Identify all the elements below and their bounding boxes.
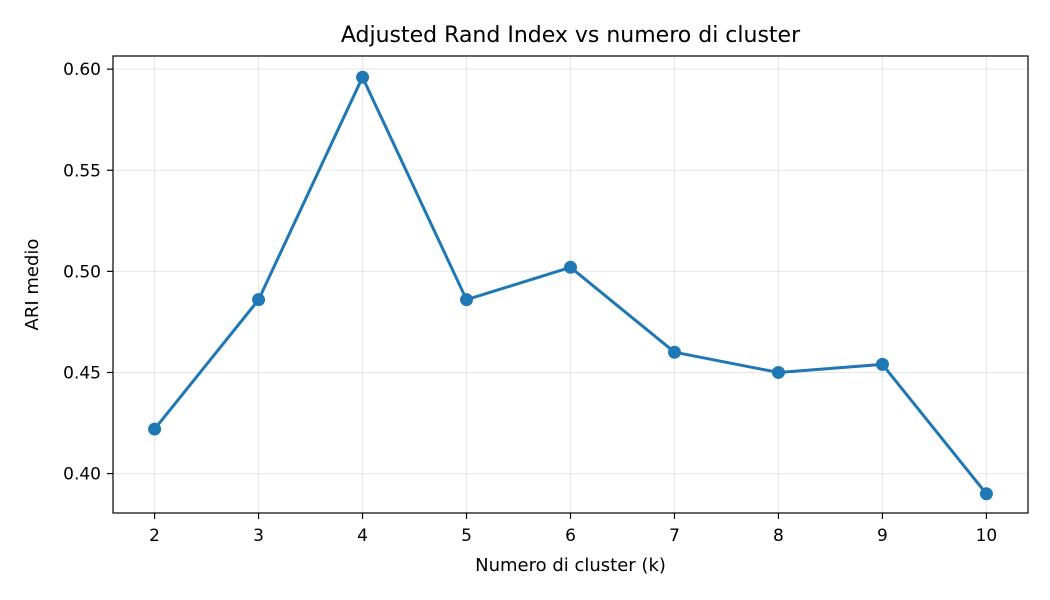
x-tick-label: 2 [149, 526, 160, 546]
x-tick-label: 4 [357, 526, 368, 546]
data-point-k9 [875, 357, 889, 371]
data-point-k7 [667, 345, 681, 359]
x-axis-ticks: 2 3 4 5 6 7 8 9 10 [149, 513, 997, 546]
data-point-k2 [148, 422, 162, 436]
y-tick-label: 0.50 [63, 262, 101, 282]
grid [113, 56, 1028, 513]
x-tick-label: 10 [976, 526, 998, 546]
data-point-k10 [979, 487, 993, 501]
x-tick-label: 3 [253, 526, 264, 546]
data-point-k4 [356, 70, 370, 84]
x-tick-label: 6 [565, 526, 576, 546]
y-tick-label: 0.40 [63, 465, 101, 485]
data-point-k8 [771, 365, 785, 379]
data-point-k5 [460, 293, 474, 307]
x-tick-label: 8 [773, 526, 784, 546]
x-axis-label: Numero di cluster (k) [475, 555, 666, 576]
y-tick-label: 0.55 [63, 161, 101, 181]
x-tick-label: 5 [461, 526, 472, 546]
data-series [148, 70, 993, 501]
y-axis-ticks: 0.40 0.45 0.50 0.55 0.60 [63, 60, 113, 485]
x-tick-label: 9 [877, 526, 888, 546]
y-tick-label: 0.45 [63, 363, 101, 383]
data-point-k6 [564, 260, 577, 274]
y-axis-label: ARI medio [22, 239, 43, 331]
x-tick-label: 7 [669, 526, 680, 546]
data-point-k3 [252, 293, 266, 307]
y-tick-label: 0.60 [63, 60, 101, 80]
chart-title: Adjusted Rand Index vs numero di cluster [341, 23, 801, 48]
